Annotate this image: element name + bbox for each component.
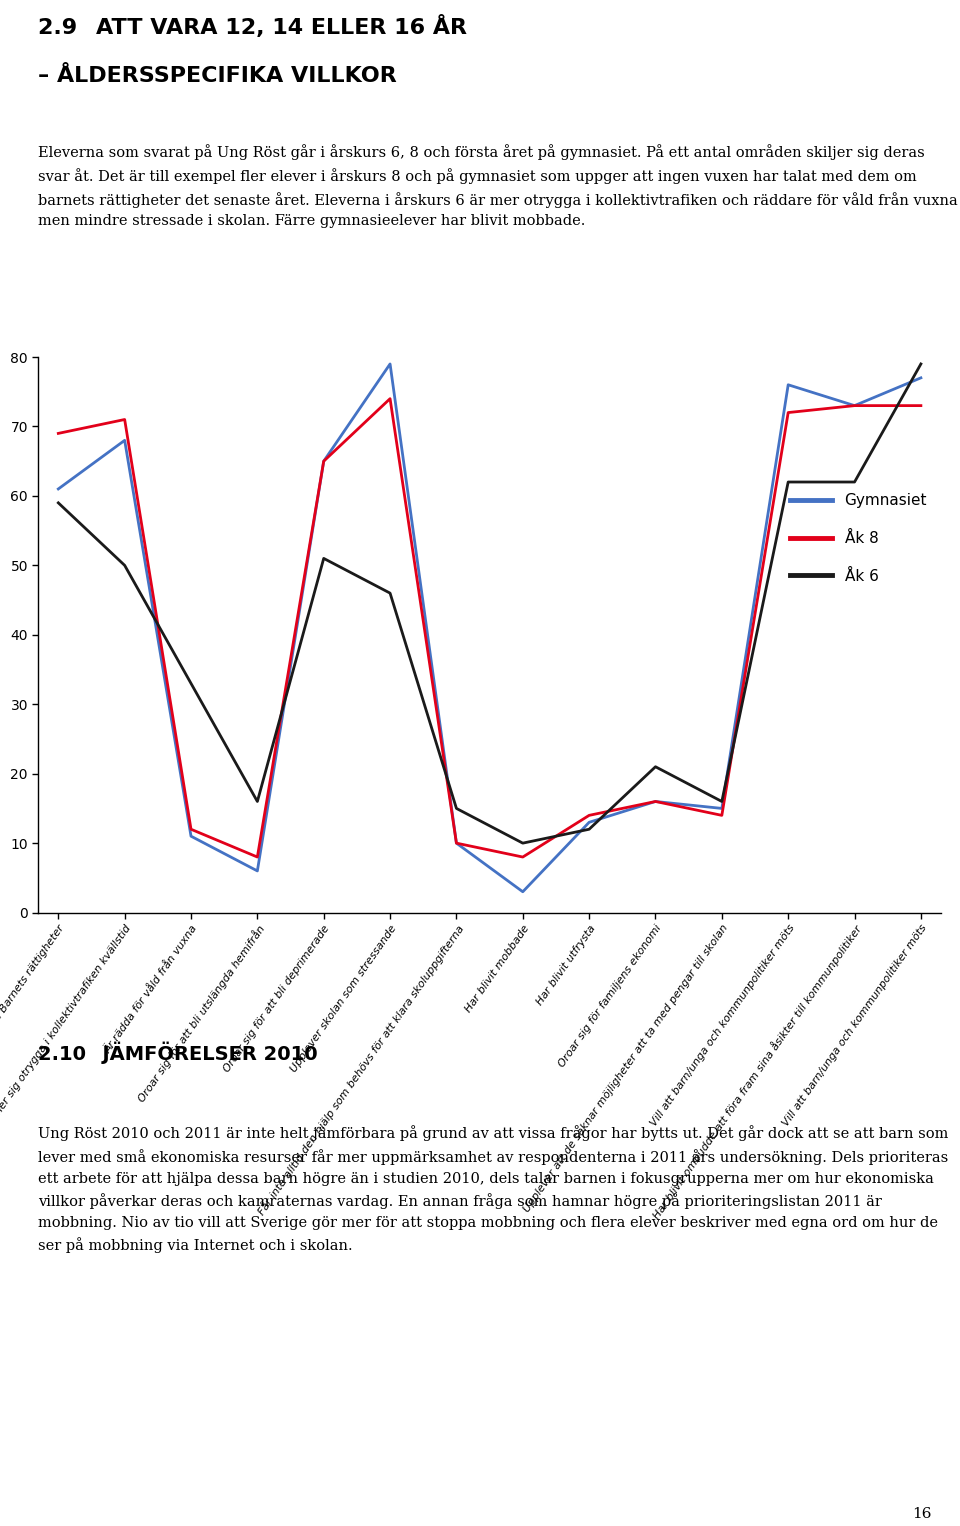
Legend: Gymnasiet, Åk 8, Åk 6: Gymnasiet, Åk 8, Åk 6 <box>783 487 933 591</box>
Text: Ung Röst 2010 och 2011 är inte helt jämförbara på grund av att vissa frågor har : Ung Röst 2010 och 2011 är inte helt jämf… <box>38 1126 948 1253</box>
Text: Eleverna som svarat på Ung Röst går i årskurs 6, 8 och första året på gymnasiet.: Eleverna som svarat på Ung Röst går i år… <box>38 145 958 229</box>
Text: 16: 16 <box>912 1506 931 1521</box>
Text: 2.9  ATT VARA 12, 14 ELLER 16 ÅR: 2.9 ATT VARA 12, 14 ELLER 16 ÅR <box>38 15 468 38</box>
Text: 2.10  JÄMFÖRELSER 2010: 2.10 JÄMFÖRELSER 2010 <box>38 1041 318 1064</box>
Text: – ÅLDERSSPECIFIKA VILLKOR: – ÅLDERSSPECIFIKA VILLKOR <box>38 66 397 87</box>
